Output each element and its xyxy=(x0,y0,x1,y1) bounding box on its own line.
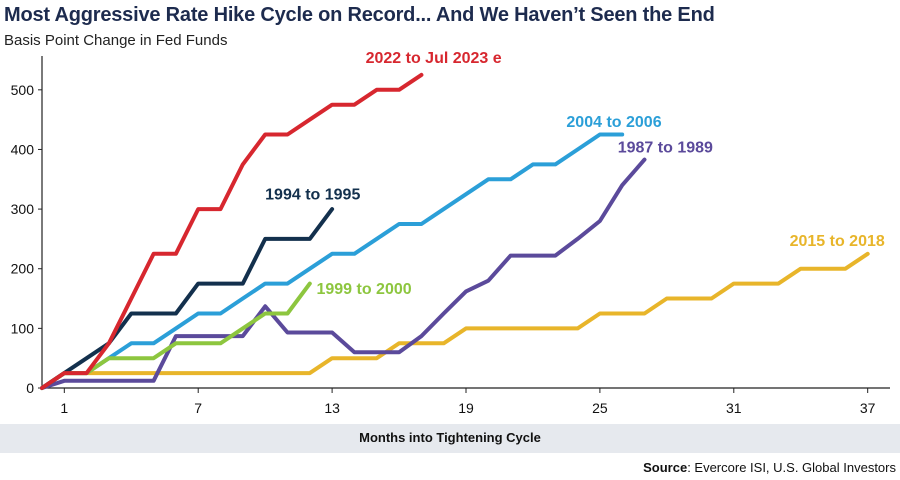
source-text: : Evercore ISI, U.S. Global Investors xyxy=(687,460,896,475)
x-tick-label: 31 xyxy=(726,400,742,416)
y-tick-label: 300 xyxy=(11,201,35,217)
series-label-2022-to-jul-2023-e: 2022 to Jul 2023 e xyxy=(366,50,502,67)
source-note: Source: Evercore ISI, U.S. Global Invest… xyxy=(643,460,896,475)
y-tick-label: 500 xyxy=(11,82,35,98)
chart-subtitle: Basis Point Change in Fed Funds xyxy=(4,32,228,49)
chart-axes: 0 100 200 300 400 500 1 7 13 19 25 31 37 xyxy=(11,56,890,416)
x-tick-label: 19 xyxy=(458,400,474,416)
source-label: Source xyxy=(643,460,688,475)
series-label-1994-to-1995: 1994 to 1995 xyxy=(265,187,360,204)
series-line-2015-to-2018 xyxy=(40,251,870,390)
chart-title: Most Aggressive Rate Hike Cycle on Recor… xyxy=(4,4,715,26)
y-tick-label: 400 xyxy=(11,141,35,157)
x-tick-label: 7 xyxy=(194,400,202,416)
x-tick-label: 25 xyxy=(592,400,608,416)
chart-series-labels: 2015 to 2018 1987 to 1989 2004 to 2006 1999… xyxy=(265,50,885,298)
series-label-1987-to-1989: 1987 to 1989 xyxy=(618,139,713,156)
x-tick-label: 1 xyxy=(60,400,68,416)
y-tick-label: 100 xyxy=(11,320,35,336)
series-line-1994-to-1995 xyxy=(40,207,335,390)
x-tick-label: 37 xyxy=(860,400,876,416)
chart-series xyxy=(40,72,870,390)
y-tick-label: 200 xyxy=(11,261,35,277)
series-line-2004-to-2006 xyxy=(40,132,625,390)
series-label-1999-to-2000: 1999 to 2000 xyxy=(316,281,411,298)
x-axis-label-band xyxy=(0,424,900,453)
series-label-2004-to-2006: 2004 to 2006 xyxy=(566,114,661,131)
y-tick-label: 0 xyxy=(26,380,34,396)
series-line-2022-to-jul-2023-e xyxy=(40,72,424,390)
series-label-2015-to-2018: 2015 to 2018 xyxy=(790,233,885,250)
line-chart: 0 100 200 300 400 500 1 7 13 19 25 31 37 2015 to 201… xyxy=(11,50,890,416)
x-tick-label: 13 xyxy=(324,400,340,416)
x-axis-title: Months into Tightening Cycle xyxy=(359,430,541,445)
series-line-1987-to-1989 xyxy=(40,157,647,390)
